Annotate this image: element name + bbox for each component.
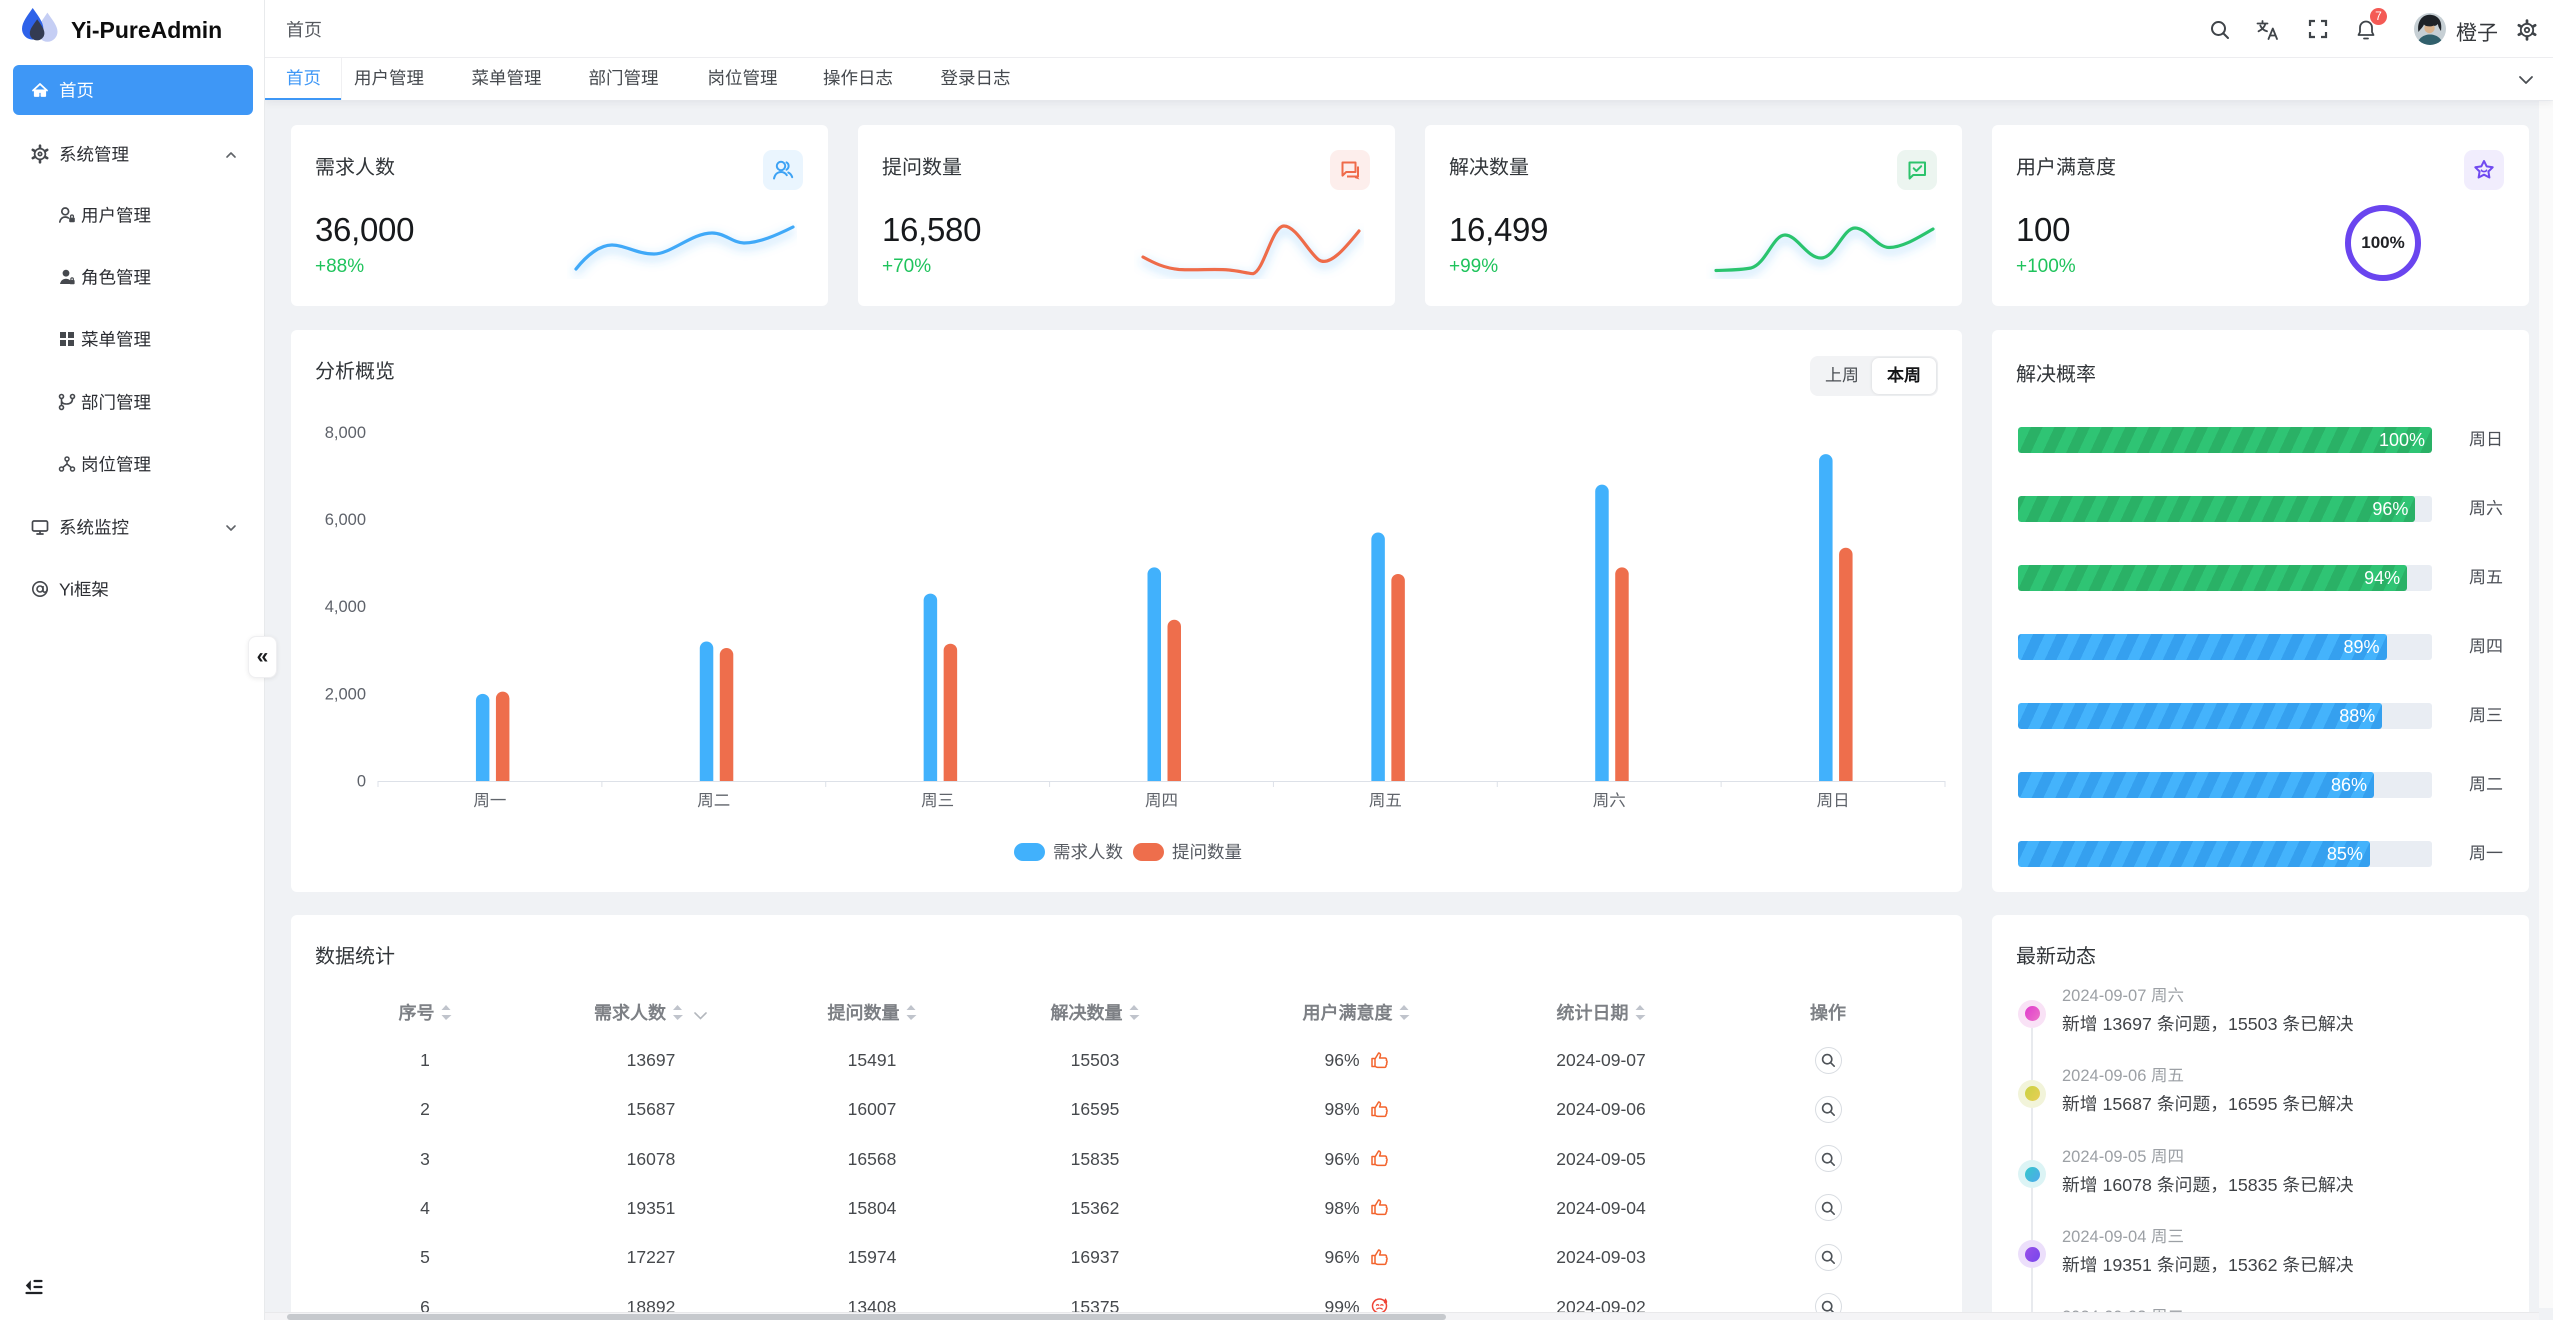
svg-text:6,000: 6,000	[325, 511, 366, 529]
svg-text:周四: 周四	[1145, 792, 1178, 810]
svg-text:2,000: 2,000	[325, 685, 366, 703]
svg-text:周一: 周一	[473, 792, 506, 810]
svg-text:8,000: 8,000	[325, 424, 366, 442]
svg-text:周二: 周二	[697, 792, 730, 810]
svg-text:周三: 周三	[921, 792, 954, 810]
svg-text:需求人数: 需求人数	[1053, 842, 1123, 862]
svg-text:周日: 周日	[1817, 792, 1850, 810]
svg-text:周六: 周六	[1593, 792, 1626, 810]
svg-text:4,000: 4,000	[325, 598, 366, 616]
svg-text:周五: 周五	[1369, 792, 1402, 810]
svg-text:提问数量: 提问数量	[1172, 842, 1242, 862]
svg-text:0: 0	[357, 773, 366, 791]
